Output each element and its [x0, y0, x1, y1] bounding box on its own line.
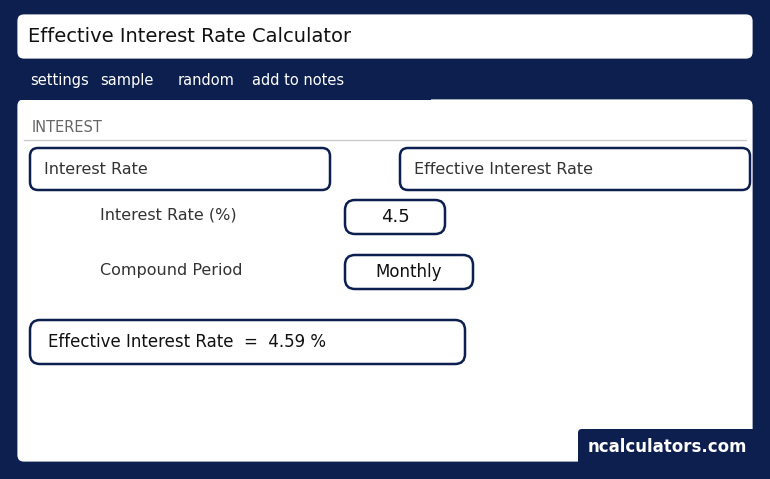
FancyBboxPatch shape — [16, 13, 754, 60]
FancyBboxPatch shape — [578, 429, 756, 465]
Text: Interest Rate: Interest Rate — [44, 161, 148, 176]
FancyBboxPatch shape — [16, 62, 431, 99]
Text: add to notes: add to notes — [252, 72, 344, 88]
Text: sample: sample — [100, 72, 153, 88]
Text: Effective Interest Rate Calculator: Effective Interest Rate Calculator — [28, 27, 351, 46]
FancyBboxPatch shape — [30, 320, 465, 364]
FancyBboxPatch shape — [16, 98, 754, 463]
Text: settings: settings — [30, 72, 89, 88]
Text: Effective Interest Rate  =  4.59 %: Effective Interest Rate = 4.59 % — [48, 333, 326, 351]
FancyBboxPatch shape — [30, 148, 330, 190]
Bar — [16, 88, 431, 100]
FancyBboxPatch shape — [8, 8, 762, 471]
Text: 4.5: 4.5 — [380, 208, 410, 226]
Text: ncalculators.com: ncalculators.com — [588, 438, 747, 456]
Text: Effective Interest Rate: Effective Interest Rate — [414, 161, 593, 176]
Text: Monthly: Monthly — [376, 263, 442, 281]
Text: random: random — [178, 72, 235, 88]
Text: INTEREST: INTEREST — [32, 119, 103, 135]
FancyBboxPatch shape — [345, 200, 445, 234]
FancyBboxPatch shape — [345, 255, 473, 289]
Text: Interest Rate (%): Interest Rate (%) — [100, 207, 236, 223]
FancyBboxPatch shape — [400, 148, 750, 190]
Text: Compound Period: Compound Period — [100, 262, 243, 277]
